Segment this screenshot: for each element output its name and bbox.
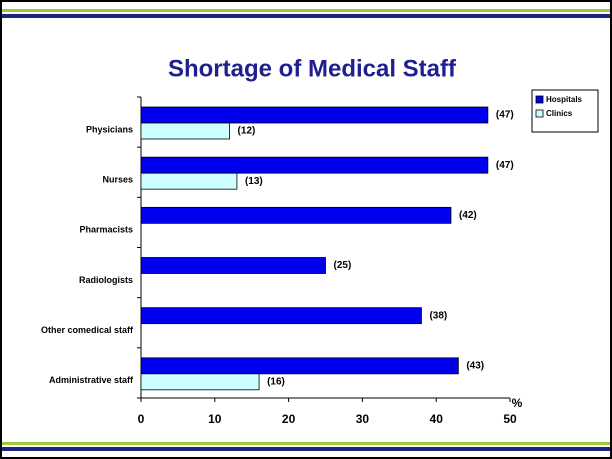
chart-title: Shortage of Medical Staff [168,55,457,82]
bar [140,122,230,140]
value-label: (38) [429,310,447,321]
x-tick-label: 30 [356,412,370,426]
value-label: (47) [496,160,514,171]
x-tick-label: 10 [208,412,222,426]
value-label: (16) [267,376,285,387]
bar [140,307,422,325]
x-tick-label: 40 [430,412,444,426]
bar [140,206,452,224]
y-tick-label: Pharmacists [79,225,133,235]
bar [140,257,326,274]
x-tick-label: 0 [138,412,145,426]
top-stripe-green [2,9,610,12]
y-tick-label: Nurses [102,175,133,185]
legend-label: Hospitals [546,95,583,104]
y-tick-label: Physicians [86,124,133,134]
bar [140,156,489,174]
value-label: (12) [238,126,256,137]
y-tick-label: Other comedical staff [41,325,134,335]
bar [140,172,238,190]
value-label: (43) [466,360,484,371]
bar [140,373,260,391]
x-axis-label: % [512,396,523,410]
value-label: (42) [459,210,477,221]
bar [140,106,489,124]
y-tick-label: Administrative staff [49,375,134,385]
y-tick-label: Radiologists [79,275,133,285]
legend-swatch [535,109,544,118]
bottom-stripe-navy [2,447,610,451]
top-stripe-navy [2,14,610,18]
legend-label: Clinics [546,109,573,118]
x-tick-label: 50 [503,412,517,426]
bar [140,357,459,375]
x-tick-label: 20 [282,412,296,426]
value-label: (25) [334,260,352,271]
value-label: (47) [496,110,514,121]
legend-swatch [535,95,544,104]
value-label: (13) [245,176,263,187]
bottom-stripe-green [2,442,610,445]
